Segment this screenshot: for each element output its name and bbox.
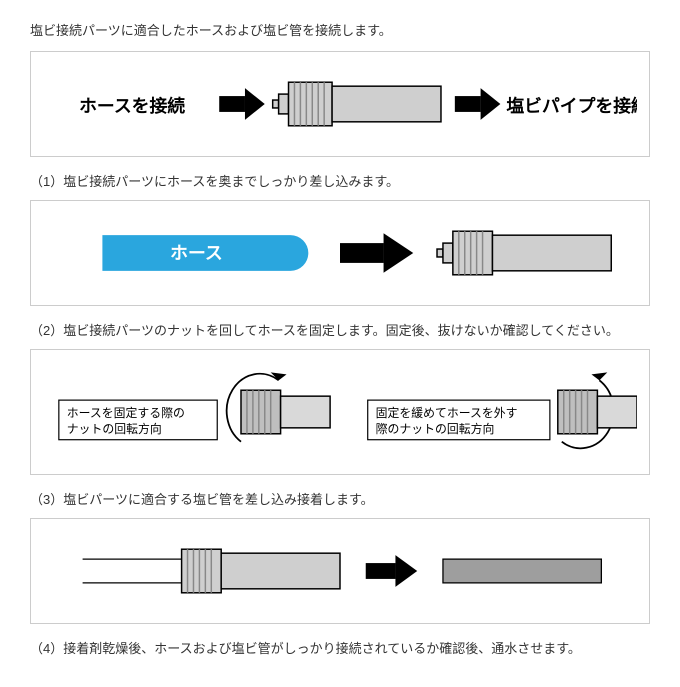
svg-text:ホース: ホース: [170, 243, 223, 263]
svg-text:ホースを固定する際の: ホースを固定する際の: [67, 406, 185, 420]
intro-text: 塩ビ接続パーツに適合したホースおよび塩ビ管を接続します。: [30, 20, 650, 39]
caption-4: （4）接着剤乾燥後、ホースおよび塩ビ管がしっかり接続されているか確認後、通水させ…: [30, 638, 650, 657]
overview-diagram: ホースを接続 塩ビパイプを接続: [43, 64, 637, 144]
caption-3: （3）塩ビパーツに適合する塩ビ管を差し込み接着します。: [30, 489, 650, 508]
caption-2: （2）塩ビ接続パーツのナットを回してホースを固定します。固定後、抜けないか確認し…: [30, 320, 650, 339]
step1-diagram: ホース: [43, 213, 637, 293]
svg-text:固定を緩めてホースを外す: 固定を緩めてホースを外す: [376, 406, 518, 420]
panel-overview: ホースを接続 塩ビパイプを接続: [30, 51, 650, 157]
svg-text:塩ビパイプを接続: 塩ビパイプを接続: [506, 95, 637, 116]
svg-text:ホースを接続: ホースを接続: [79, 95, 185, 116]
step3-diagram: [43, 531, 637, 611]
panel-step1: ホース: [30, 200, 650, 306]
svg-text:際のナットの回転方向: 際のナットの回転方向: [376, 422, 495, 436]
svg-text:ナットの回転方向: ナットの回転方向: [67, 422, 162, 436]
caption-1: （1）塩ビ接続パーツにホースを奥までしっかり差し込みます。: [30, 171, 650, 190]
step2-diagram: ホースを固定する際の ナットの回転方向 固定を緩めてホースを外す 際のナットの回…: [43, 362, 637, 462]
panel-step3: [30, 518, 650, 624]
panel-step2: ホースを固定する際の ナットの回転方向 固定を緩めてホースを外す 際のナットの回…: [30, 349, 650, 475]
